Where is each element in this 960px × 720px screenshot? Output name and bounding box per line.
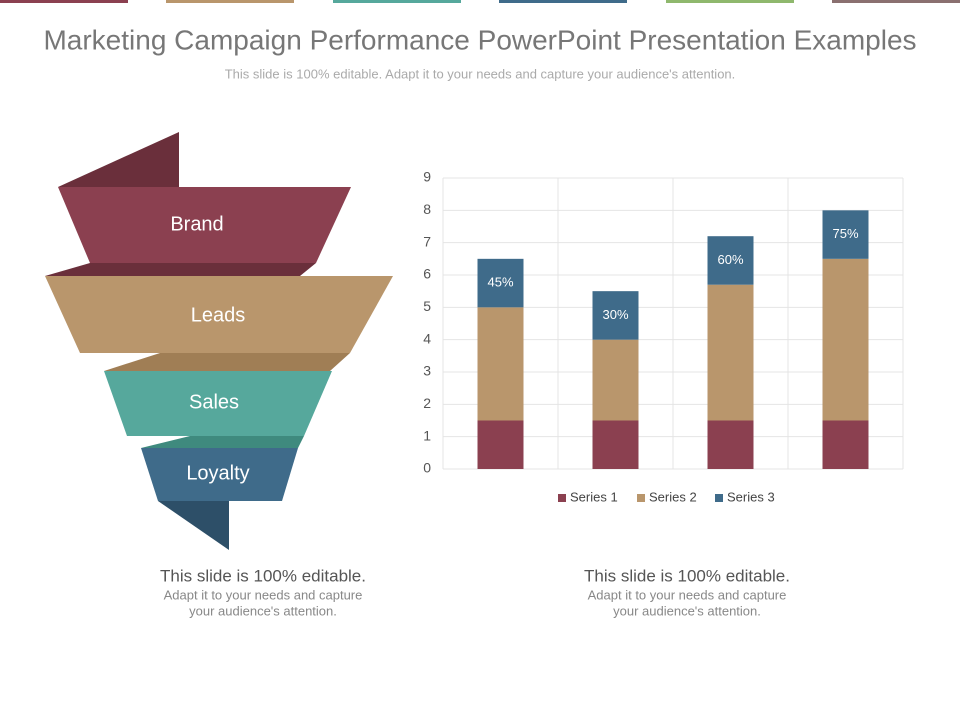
bar-segment bbox=[592, 420, 639, 469]
bar-segment bbox=[592, 339, 639, 421]
bar-label: 75% bbox=[832, 226, 858, 241]
bar-segment bbox=[707, 420, 754, 469]
fold bbox=[141, 436, 304, 448]
bar-segment bbox=[822, 258, 869, 421]
bar-segment bbox=[477, 420, 524, 469]
y-tick-label: 6 bbox=[423, 266, 431, 282]
y-tick-label: 8 bbox=[423, 201, 431, 217]
bar-segment bbox=[477, 307, 524, 421]
stripe bbox=[0, 0, 128, 3]
bar-label: 30% bbox=[602, 307, 628, 322]
chart: 0 1 2 3 4 5 6 7 8 9 45% 30% 60% 75% Series 1 Series 2 Se… bbox=[423, 169, 904, 504]
subtitle: This slide is 100% editable. Adapt it to… bbox=[225, 66, 736, 81]
funnel-label: Leads bbox=[191, 304, 246, 326]
caption-line: Adapt it to your needs and capture bbox=[588, 587, 787, 602]
caption-line: your audience's attention. bbox=[613, 603, 761, 618]
stripe bbox=[499, 0, 627, 3]
y-tick-label: 4 bbox=[423, 330, 431, 346]
funnel-label: Loyalty bbox=[186, 462, 249, 484]
bar-segment bbox=[707, 284, 754, 421]
bar-segment bbox=[477, 258, 524, 308]
bar-segment bbox=[822, 420, 869, 469]
bar-segment bbox=[592, 291, 639, 340]
funnel-step bbox=[141, 448, 298, 501]
y-tick-label: 3 bbox=[423, 363, 431, 379]
bar-segment bbox=[822, 210, 869, 259]
legend-swatch bbox=[558, 494, 566, 502]
fold bbox=[45, 263, 316, 276]
y-tick-label: 5 bbox=[423, 298, 431, 314]
stripe bbox=[832, 0, 960, 3]
funnel-step bbox=[58, 187, 351, 263]
legend-swatch bbox=[715, 494, 723, 502]
fold bbox=[104, 353, 350, 371]
funnel: Brand Leads Sales Loyalty bbox=[45, 132, 393, 550]
y-tick-label: 2 bbox=[423, 395, 431, 411]
bar-label: 60% bbox=[717, 252, 743, 267]
funnel-step bbox=[45, 276, 393, 353]
stripe bbox=[333, 0, 461, 3]
y-tick-label: 9 bbox=[423, 169, 431, 185]
caption-heading: This slide is 100% editable. bbox=[160, 566, 366, 585]
fold bbox=[58, 132, 179, 187]
caption-heading: This slide is 100% editable. bbox=[584, 566, 790, 585]
y-tick-label: 7 bbox=[423, 233, 431, 249]
funnel-label: Sales bbox=[189, 391, 239, 413]
legend-label: Series 3 bbox=[727, 489, 775, 504]
legend-label: Series 2 bbox=[649, 489, 697, 504]
legend-label: Series 1 bbox=[570, 489, 618, 504]
bar-label: 45% bbox=[487, 275, 513, 290]
funnel-label: Brand bbox=[170, 213, 223, 235]
fold bbox=[158, 501, 229, 550]
caption-line: your audience's attention. bbox=[189, 603, 337, 618]
title: Marketing Campaign Performance PowerPoin… bbox=[43, 24, 916, 55]
caption-line: Adapt it to your needs and capture bbox=[164, 587, 363, 602]
stripe bbox=[166, 0, 294, 3]
y-tick-label: 0 bbox=[423, 460, 431, 476]
y-tick-label: 1 bbox=[423, 427, 431, 443]
funnel-step bbox=[104, 371, 332, 436]
legend-swatch bbox=[637, 494, 645, 502]
bar-segment bbox=[707, 236, 754, 285]
stripe bbox=[666, 0, 794, 3]
